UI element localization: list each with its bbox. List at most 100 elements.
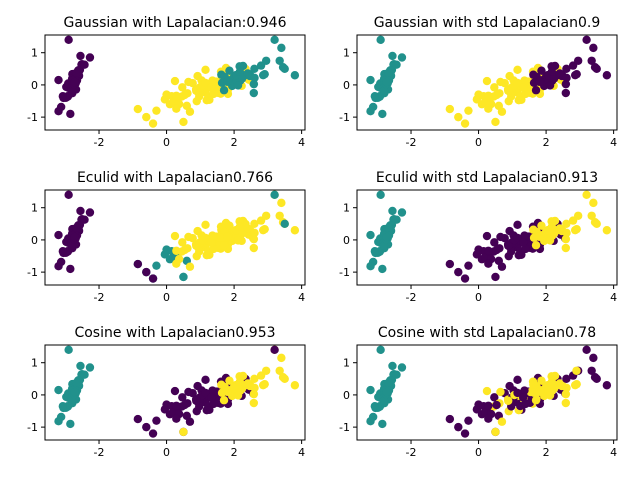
x-tick-label: 2 [231, 446, 238, 459]
data-point [562, 228, 571, 238]
x-tick-label: 2 [231, 136, 238, 149]
data-point [133, 259, 143, 269]
data-point [270, 345, 279, 355]
data-point [589, 43, 598, 53]
data-point [382, 387, 391, 397]
data-point [379, 396, 389, 405]
data-point [275, 56, 284, 65]
data-point [152, 261, 161, 270]
axes-frame [44, 344, 306, 441]
data-point [561, 88, 571, 98]
x-tick-label: 0 [475, 136, 482, 149]
data-point [170, 386, 180, 396]
data-point [572, 366, 581, 375]
data-point [170, 76, 180, 86]
data-point [152, 416, 161, 425]
data-point [85, 53, 95, 62]
data-point [172, 401, 181, 410]
data-point [148, 429, 158, 438]
data-point [290, 71, 300, 80]
data-point [587, 56, 596, 65]
data-point [562, 374, 571, 384]
y-tick-label: -1 [27, 421, 38, 434]
data-point [225, 376, 234, 385]
scatter-points [54, 190, 300, 283]
data-point [366, 385, 375, 395]
data-point [592, 219, 601, 229]
scatter-points [366, 345, 612, 438]
data-point [555, 379, 564, 388]
x-tick-label: 2 [543, 446, 550, 459]
y-tick-label: 1 [343, 202, 350, 215]
data-point [378, 109, 387, 119]
data-point [570, 70, 580, 80]
x-tick-label: 4 [610, 446, 617, 459]
data-point [561, 389, 571, 399]
data-point [454, 267, 463, 277]
data-point [208, 76, 217, 85]
x-tick-label: 0 [163, 291, 170, 304]
data-point [513, 220, 522, 230]
data-point [201, 388, 210, 398]
data-point [179, 272, 188, 282]
data-point [370, 247, 380, 256]
data-point [555, 224, 564, 233]
x-tick-label: 4 [610, 291, 617, 304]
data-point [484, 401, 493, 410]
data-point [497, 107, 507, 116]
data-point [184, 77, 193, 87]
data-point [397, 53, 407, 62]
y-tick-label: 1 [31, 202, 38, 215]
data-point [587, 366, 596, 375]
data-point [561, 234, 571, 244]
subplot-title: Cosine with Lapalacian0.953 [74, 325, 275, 341]
data-point [219, 396, 229, 405]
x-tick-label: 0 [163, 136, 170, 149]
data-point [445, 414, 455, 424]
data-point [184, 232, 193, 242]
x-tick-label: 4 [298, 291, 305, 304]
data-point [460, 274, 470, 283]
data-point [492, 90, 501, 100]
data-point [72, 223, 81, 232]
data-point [384, 68, 393, 77]
data-point [482, 386, 492, 396]
data-point [504, 241, 513, 250]
data-point [206, 83, 216, 92]
data-point [76, 51, 85, 61]
data-point [464, 106, 473, 115]
data-point [235, 222, 245, 231]
data-point [484, 91, 493, 100]
data-point [513, 233, 522, 243]
data-point [513, 65, 522, 75]
x-tick-label: 2 [231, 291, 238, 304]
data-point [64, 190, 73, 200]
x-tick-label: -2 [94, 136, 105, 149]
data-point [290, 381, 300, 390]
data-point [270, 35, 279, 45]
data-point [180, 245, 189, 255]
data-point [64, 35, 73, 45]
data-point [152, 106, 161, 115]
data-point [537, 221, 546, 230]
data-point [208, 386, 217, 395]
y-tick-label: -1 [27, 111, 38, 124]
data-point [222, 387, 232, 396]
data-point [547, 222, 557, 231]
subplot-title: Gaussian with Lapalacian:0.946 [64, 15, 287, 31]
data-point [64, 345, 73, 355]
data-point [490, 238, 499, 247]
data-point [250, 374, 259, 384]
data-point [280, 219, 289, 229]
data-point [67, 241, 77, 250]
y-tick-label: 0 [343, 234, 350, 247]
data-point [589, 198, 598, 208]
x-tick-label: -2 [406, 446, 417, 459]
x-tick-label: -2 [94, 446, 105, 459]
data-point [178, 238, 187, 247]
data-point [537, 66, 546, 75]
data-point [133, 104, 143, 114]
scatter-points [366, 35, 612, 128]
axes-frame [356, 344, 618, 441]
data-point [496, 387, 505, 397]
